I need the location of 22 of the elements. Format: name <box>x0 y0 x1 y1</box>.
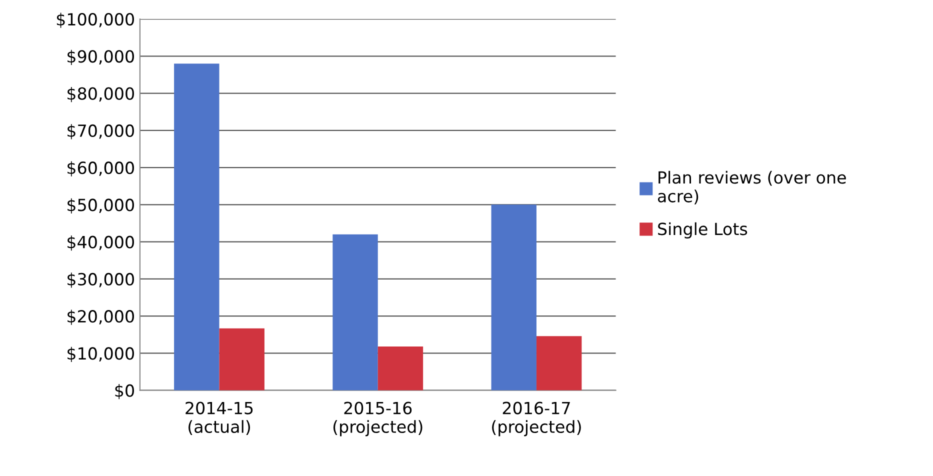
y-tick-label: $0 <box>115 384 134 400</box>
y-tick-label: $60,000 <box>68 161 134 176</box>
bar <box>536 336 582 390</box>
x-tick-label: 2015-16 (projected) <box>333 402 422 436</box>
bar <box>491 204 536 390</box>
y-tick-label: $40,000 <box>68 235 134 251</box>
y-tick-label: $30,000 <box>68 272 134 288</box>
y-tick-label: $70,000 <box>68 124 134 140</box>
legend-label: Single Lots <box>658 222 748 238</box>
x-tick-label: 2016-17 (projected) <box>492 402 581 436</box>
y-tick-label: $10,000 <box>68 346 134 362</box>
bar <box>219 328 264 390</box>
x-tick-label: 2014-15 (actual) <box>186 402 253 435</box>
bar <box>332 234 378 390</box>
legend-label: Plan reviews (over one acre) <box>658 170 846 204</box>
y-tick-label: $80,000 <box>68 86 134 102</box>
y-tick-label: $20,000 <box>68 310 134 325</box>
y-tick-label: $100,000 <box>56 12 134 28</box>
bar <box>174 64 220 390</box>
y-tick-label: $90,000 <box>68 50 134 65</box>
y-tick-label: $50,000 <box>68 198 134 214</box>
bar <box>378 346 424 390</box>
